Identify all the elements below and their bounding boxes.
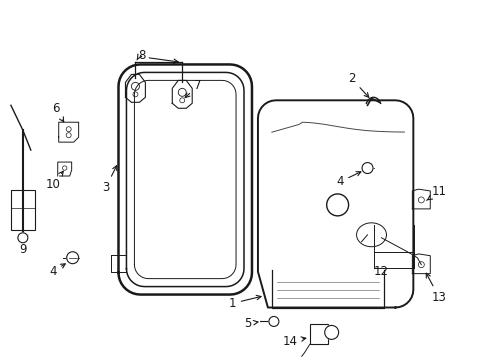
Text: 3: 3 — [102, 166, 117, 194]
Text: 12: 12 — [373, 265, 388, 278]
Text: 14: 14 — [282, 335, 305, 348]
Text: 10: 10 — [45, 171, 63, 192]
Circle shape — [66, 252, 79, 264]
Text: 1: 1 — [228, 296, 261, 310]
Bar — [309, 324, 327, 345]
Text: 2: 2 — [347, 72, 368, 97]
Circle shape — [18, 233, 28, 243]
Text: 9: 9 — [19, 243, 26, 256]
Circle shape — [268, 316, 278, 327]
Text: 11: 11 — [426, 185, 446, 201]
Bar — [11, 190, 35, 230]
Text: 4: 4 — [335, 172, 360, 189]
Text: 7: 7 — [185, 79, 202, 98]
Text: 8: 8 — [139, 49, 146, 62]
Circle shape — [361, 163, 372, 174]
Text: 6: 6 — [52, 102, 63, 122]
Text: 5: 5 — [244, 317, 258, 330]
Circle shape — [324, 325, 338, 339]
Text: 13: 13 — [426, 273, 446, 304]
Text: 4: 4 — [49, 264, 65, 278]
